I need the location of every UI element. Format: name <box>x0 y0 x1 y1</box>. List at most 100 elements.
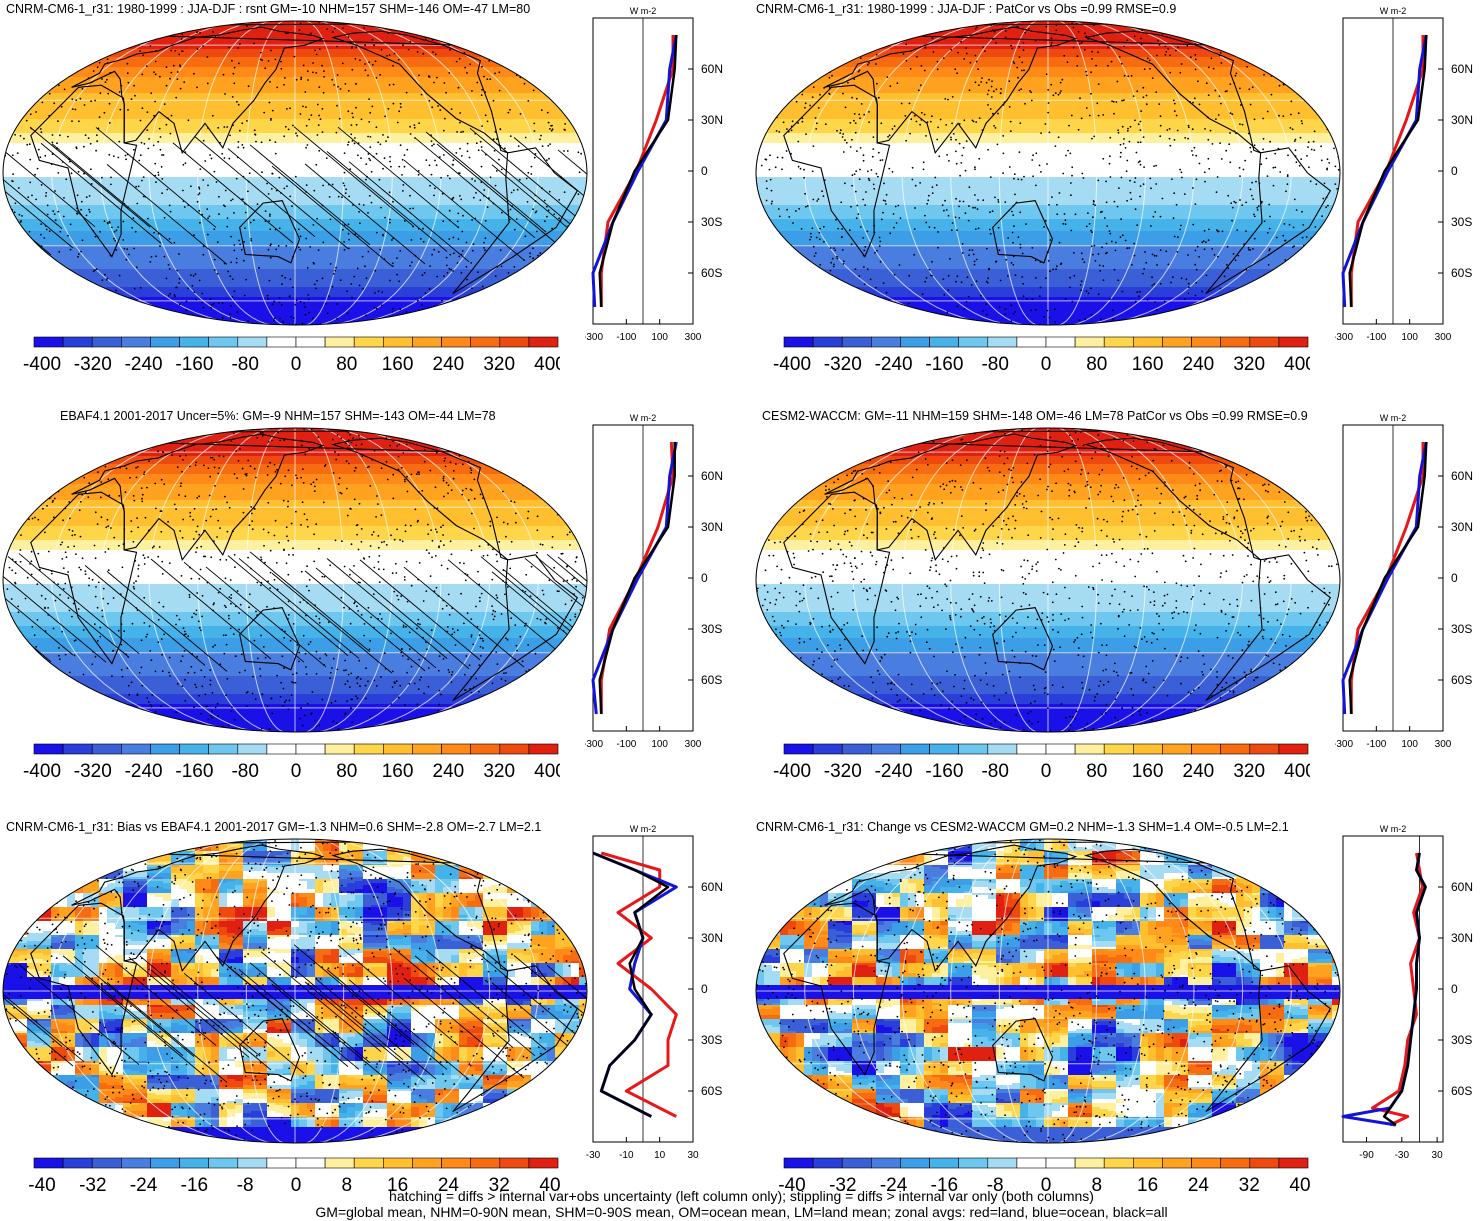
world-map <box>755 20 1341 326</box>
stipple-dot <box>468 34 471 37</box>
stipple-dot <box>1048 316 1051 319</box>
stipple-dot <box>574 674 577 677</box>
stipple-dot <box>884 200 887 202</box>
stipple-dot <box>368 157 370 160</box>
stipple-dot <box>763 66 766 69</box>
stipple-dot <box>842 263 845 265</box>
stipple-dot <box>1303 26 1305 29</box>
stipple-dot <box>571 578 574 581</box>
stipple-dot <box>995 260 998 263</box>
stipple-dot <box>176 682 179 685</box>
stipple-dot <box>367 212 369 214</box>
stipple-dot <box>245 474 248 477</box>
stipple-dot <box>369 136 372 138</box>
stipple-dot <box>484 220 487 222</box>
stipple-dot <box>928 226 931 229</box>
stipple-dot <box>357 154 359 157</box>
stipple-dot <box>1198 103 1201 106</box>
colorbar-swatch <box>528 743 559 755</box>
stipple-dot <box>778 273 781 276</box>
stipple-dot <box>465 241 468 244</box>
stipple-dot <box>791 120 794 123</box>
stipple-dot <box>10 598 13 600</box>
stipple-dot <box>17 465 19 468</box>
stipple-dot <box>315 478 318 481</box>
stipple-dot <box>160 638 163 640</box>
colorbar-label: 400 <box>534 354 560 375</box>
stipple-dot <box>95 268 98 271</box>
stipple-dot <box>850 243 853 246</box>
stipple-dot <box>312 481 315 484</box>
stipple-dot <box>154 482 157 485</box>
stipple-dot <box>210 306 212 309</box>
stipple-dot <box>861 44 864 47</box>
stipple-dot <box>267 580 269 583</box>
stipple-dot <box>1173 235 1176 238</box>
stipple-dot <box>1090 287 1092 290</box>
stipple-dot <box>1112 318 1115 320</box>
stipple-dot <box>367 135 369 138</box>
stipple-dot <box>762 77 765 80</box>
stipple-dot <box>359 581 361 584</box>
stipple-dot <box>481 88 483 91</box>
stipple-dot <box>54 599 57 602</box>
stipple-dot <box>829 247 832 249</box>
stipple-dot <box>1249 103 1252 106</box>
colorbar-swatch <box>266 336 297 348</box>
stipple-dot <box>1123 99 1125 102</box>
stipple-dot <box>158 127 161 130</box>
stipple-dot <box>1119 156 1122 158</box>
stipple-dot <box>1121 290 1124 293</box>
stipple-dot <box>1284 239 1287 242</box>
stipple-dot <box>573 76 576 78</box>
zonal-units: W m-2 <box>630 6 657 16</box>
stipple-dot <box>493 323 496 325</box>
stipple-dot <box>425 590 428 592</box>
stipple-dot <box>280 67 283 70</box>
stipple-dot <box>227 270 230 273</box>
stipple-dot <box>525 573 528 576</box>
hatch-line <box>3 128 63 229</box>
stipple-dot <box>239 43 241 45</box>
stipple-dot <box>473 478 476 481</box>
stipple-dot <box>199 568 202 571</box>
stipple-dot <box>1165 250 1168 253</box>
stipple-dot <box>64 582 67 585</box>
stipple-dot <box>96 66 99 69</box>
stipple-dot <box>122 239 125 241</box>
stipple-dot <box>472 243 475 246</box>
stipple-dot <box>342 27 344 30</box>
stipple-dot <box>1183 320 1186 323</box>
stipple-dot <box>285 699 288 702</box>
stipple-dot <box>215 181 218 183</box>
stipple-dot <box>301 724 304 727</box>
panel-3: EBAF4.1 2001-2017 Uncer=5%: GM=-9 NHM=15… <box>0 407 740 807</box>
stipple-dot <box>490 447 493 450</box>
stipple-dot <box>399 106 402 108</box>
stipple-dot <box>458 57 461 60</box>
zonal-series-land <box>599 35 675 307</box>
stipple-dot <box>1262 117 1264 120</box>
stipple-dot <box>1116 80 1119 83</box>
stipple-dot <box>76 319 79 322</box>
stipple-dot <box>1298 47 1301 50</box>
stipple-dot <box>479 199 482 202</box>
stipple-dot <box>267 440 270 443</box>
stipple-dot <box>1119 143 1122 146</box>
stipple-dot <box>1266 175 1269 178</box>
stipple-dot <box>244 473 247 476</box>
colorbar-label: 80 <box>1086 354 1107 375</box>
stipple-dot <box>397 598 400 601</box>
stipple-dot <box>16 487 19 490</box>
stipple-dot <box>1103 217 1106 219</box>
stipple-dot <box>217 302 220 304</box>
stipple-dot <box>80 250 82 253</box>
stipple-dot <box>290 522 293 525</box>
stipple-dot <box>23 658 26 660</box>
value-label: 100 <box>651 332 668 343</box>
stipple-dot <box>1262 148 1264 151</box>
stipple-dot <box>256 657 259 660</box>
stipple-dot <box>454 644 457 646</box>
stipple-dot <box>139 154 142 157</box>
stipple-dot <box>525 177 528 180</box>
